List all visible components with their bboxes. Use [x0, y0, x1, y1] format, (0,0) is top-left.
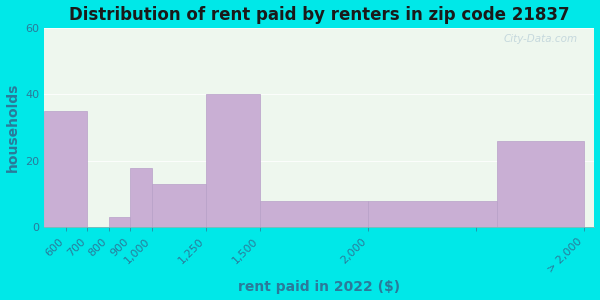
Text: City-Data.com: City-Data.com	[504, 34, 578, 44]
Bar	[152, 184, 206, 227]
Bar	[206, 94, 260, 227]
Y-axis label: households: households	[5, 83, 20, 172]
Bar	[368, 201, 497, 227]
Bar	[44, 111, 87, 227]
X-axis label: rent paid in 2022 ($): rent paid in 2022 ($)	[238, 280, 400, 294]
Bar	[109, 218, 130, 227]
Bar	[497, 141, 584, 227]
Bar	[260, 201, 368, 227]
Bar	[130, 168, 152, 227]
Title: Distribution of rent paid by renters in zip code 21837: Distribution of rent paid by renters in …	[69, 6, 569, 24]
